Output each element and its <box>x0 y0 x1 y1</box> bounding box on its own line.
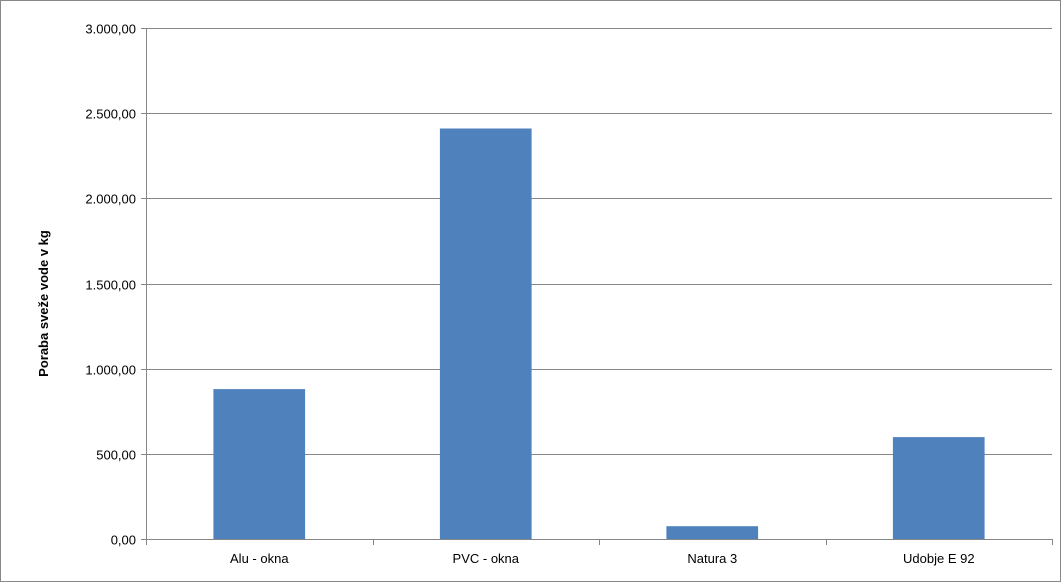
y-tick-label: 0,00 <box>111 533 136 548</box>
y-tick-label: 500,00 <box>96 448 136 463</box>
bar <box>213 389 306 539</box>
y-tick-label: 1.000,00 <box>85 363 136 378</box>
y-axis-title: Poraba sveže vode v kg <box>36 230 51 377</box>
bar <box>439 128 532 539</box>
y-tick-label: 2.500,00 <box>85 107 136 122</box>
x-tick-label: Udobje E 92 <box>903 551 975 566</box>
bar <box>666 526 759 539</box>
x-tick-labels: Alu - okna PVC - okna Natura 3 Udobje E 92 <box>230 551 975 566</box>
y-tick-label: 2.000,00 <box>85 192 136 207</box>
bar <box>892 437 985 539</box>
x-tick-label: Natura 3 <box>687 551 737 566</box>
x-tick-label: PVC - okna <box>453 551 520 566</box>
y-tick-label: 1.500,00 <box>85 278 136 293</box>
y-tick-label: 3.000,00 <box>85 22 136 37</box>
bars <box>213 128 985 539</box>
x-tick-label: Alu - okna <box>230 551 289 566</box>
axes <box>141 28 1053 545</box>
y-tick-labels: 0,00 500,00 1.000,00 1.500,00 2.000,00 2.500,… <box>85 22 136 548</box>
